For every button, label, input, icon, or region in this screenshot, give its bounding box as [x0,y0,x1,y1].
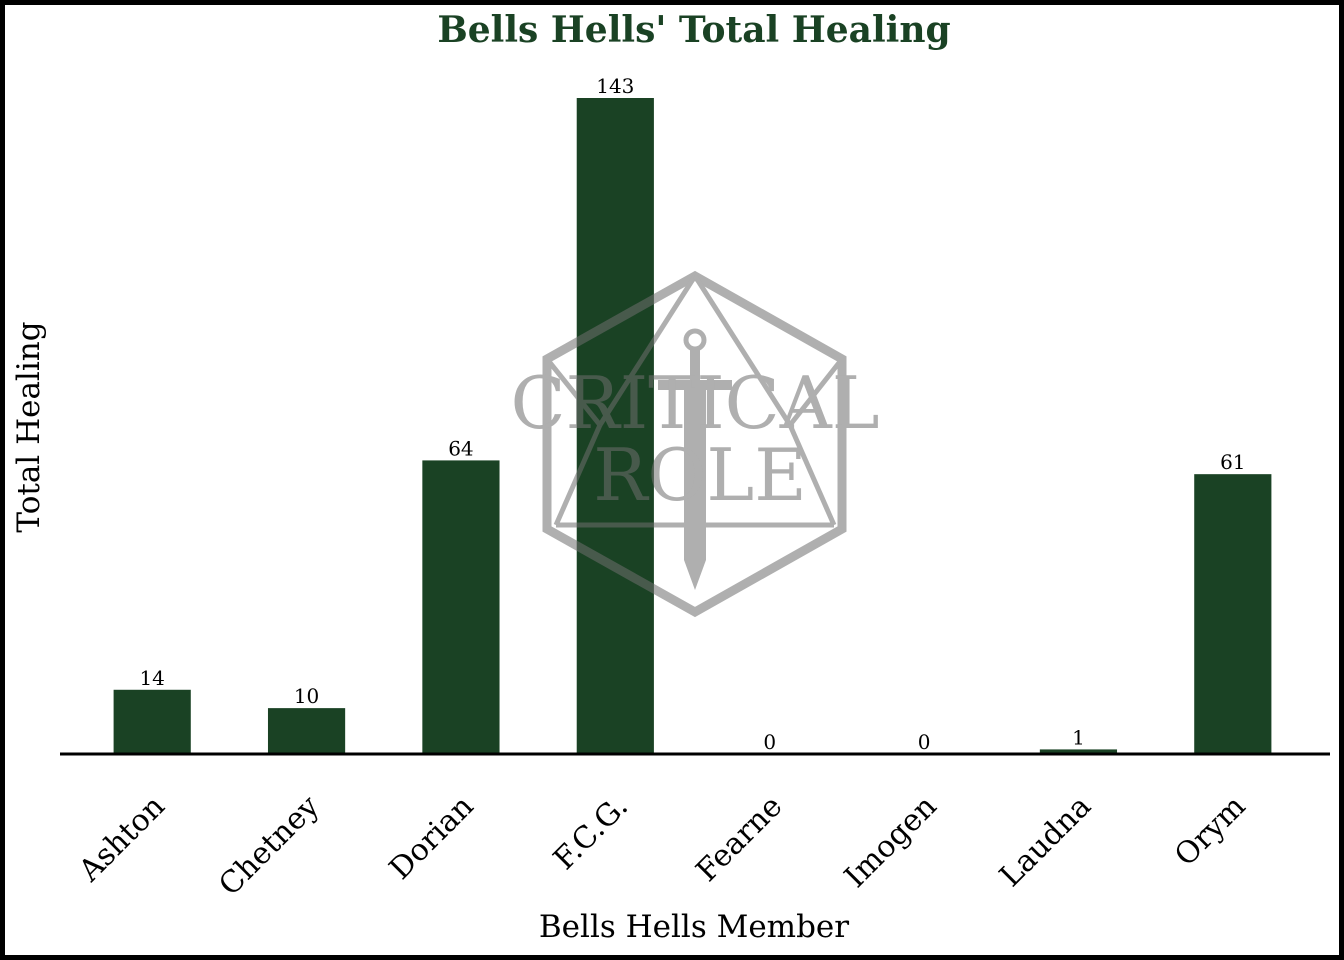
value-label: 1 [1072,725,1085,749]
x-tick-label: Chetney [212,789,326,903]
bar-orym [1194,474,1272,754]
value-label: 0 [763,730,776,754]
value-label: 10 [294,684,319,708]
y-axis-label: Total Healing [11,321,47,532]
value-label: 0 [918,730,931,754]
value-labels-group: 14 10 64 143 0 0 1 61 [139,74,1245,754]
bar-ashton [113,689,191,754]
x-tick-label: Orym [1168,789,1252,873]
value-label: 64 [448,436,473,460]
bar-chetney [267,708,346,754]
x-tick-label: F.C.G. [547,789,635,877]
x-tick-label: Imogen [838,789,944,895]
x-tick-label: Ashton [72,789,172,889]
bars-group [113,98,1272,754]
watermark-text-line2: ROLE [593,433,807,517]
bar-f-c-g [576,98,654,754]
x-tick-labels: Ashton Chetney Dorian F.C.G. Fearne Imogen Lau… [72,789,1253,903]
sword-icon [658,328,732,590]
critical-role-watermark: CRITICAL ROLE [510,270,880,618]
chart-title: Bells Hells' Total Healing [437,9,950,51]
bar-laudna [1039,749,1118,754]
x-axis-label: Bells Hells Member [539,909,849,945]
value-label: 14 [139,666,164,690]
x-tick-label: Laudna [993,789,1098,894]
value-label: 61 [1220,450,1245,474]
bar-dorian [422,460,500,754]
value-label: 143 [596,74,634,98]
watermark-text-line1: CRITICAL [510,361,879,445]
x-tick-label: Fearne [689,789,789,889]
x-tick-label: Dorian [383,789,481,887]
